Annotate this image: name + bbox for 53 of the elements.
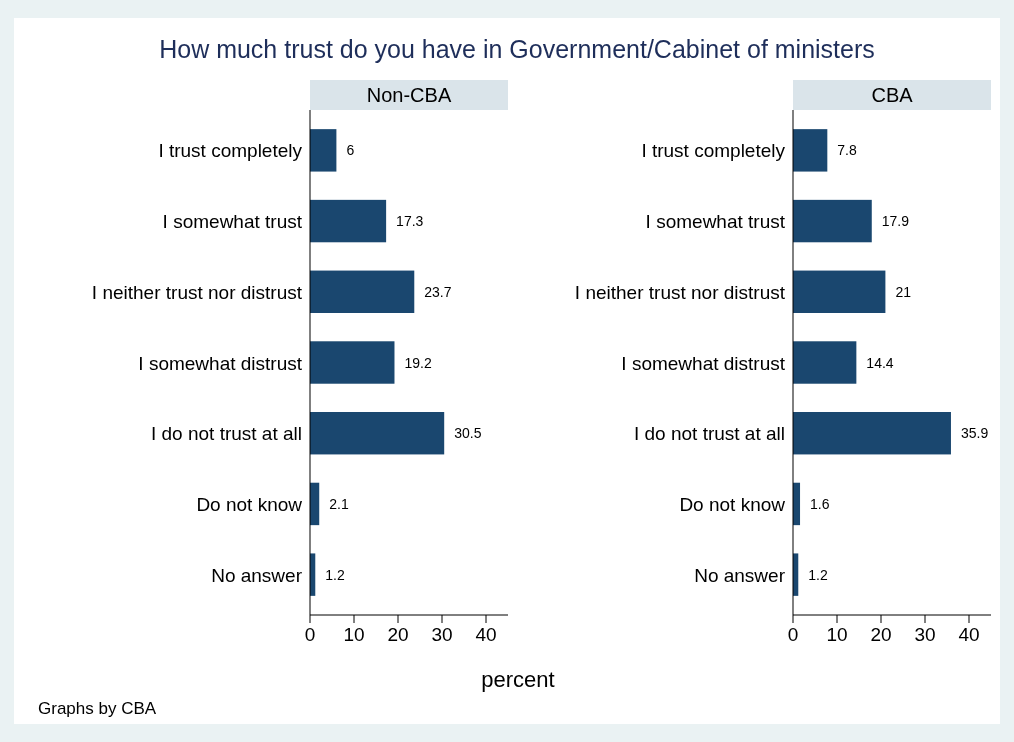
- data-label: 1.2: [808, 566, 828, 583]
- data-label: 23.7: [424, 283, 452, 300]
- x-tick-label: 0: [304, 624, 316, 645]
- x-tick-label: 20: [387, 624, 409, 645]
- y-tick-label: I do not trust at all: [150, 423, 302, 445]
- y-tick-label: No answer: [211, 564, 303, 586]
- bar: [793, 412, 951, 455]
- bar: [310, 270, 415, 313]
- x-tick-label: 20: [870, 624, 892, 645]
- data-label: 6: [346, 142, 355, 159]
- data-label: 35.9: [960, 425, 989, 442]
- x-tick-label: 0: [787, 624, 799, 645]
- x-tick-label: 40: [475, 624, 497, 645]
- data-label: 7.8: [837, 142, 857, 159]
- y-tick-label: I somewhat trust: [162, 211, 303, 233]
- data-label: 17.9: [881, 213, 910, 230]
- chart-subtitle: CBA: [871, 84, 914, 106]
- bar: [793, 270, 886, 313]
- data-label: 14.4: [866, 354, 894, 371]
- x-tick-label: 10: [826, 624, 848, 645]
- bar: [310, 341, 395, 384]
- bar: [310, 412, 445, 455]
- data-label: 1.6: [810, 495, 830, 512]
- y-tick-label: Do not know: [196, 493, 303, 515]
- bar: [793, 199, 872, 243]
- y-tick-label: I trust completely: [158, 140, 303, 162]
- data-label: 1.2: [325, 566, 345, 583]
- y-tick-label: I neither trust nor distrust: [574, 281, 786, 303]
- y-tick-label: No answer: [694, 564, 786, 586]
- data-label: 19.2: [404, 354, 432, 371]
- y-tick-label: I neither trust nor distrust: [91, 281, 303, 303]
- bar: [793, 341, 857, 384]
- data-label: 30.5: [454, 425, 482, 442]
- y-tick-label: I somewhat distrust: [621, 352, 786, 374]
- y-tick-label: I somewhat trust: [645, 211, 786, 233]
- text: Graphs by CBA: [38, 699, 157, 718]
- x-axis-title: percent: [481, 667, 555, 692]
- y-tick-label: I do not trust at all: [633, 423, 785, 445]
- y-tick-label: I somewhat distrust: [138, 352, 303, 374]
- y-tick-label: I trust completely: [641, 140, 786, 162]
- chart-title: How much trust do you have in Government/Cabinet of ministers: [159, 35, 875, 63]
- bar: [310, 129, 337, 172]
- x-tick-label: 10: [343, 624, 365, 645]
- x-tick-label: 40: [958, 624, 980, 645]
- x-tick-label: 30: [914, 624, 936, 645]
- bar: [793, 129, 828, 172]
- x-tick-label: 30: [431, 624, 453, 645]
- data-label: 17.3: [396, 213, 424, 230]
- bar: [310, 199, 387, 243]
- data-label: 21: [895, 283, 912, 300]
- data-label: 2.1: [329, 495, 349, 512]
- chart-subtitle: Non-CBA: [366, 84, 452, 106]
- y-tick-label: Do not know: [679, 493, 786, 515]
